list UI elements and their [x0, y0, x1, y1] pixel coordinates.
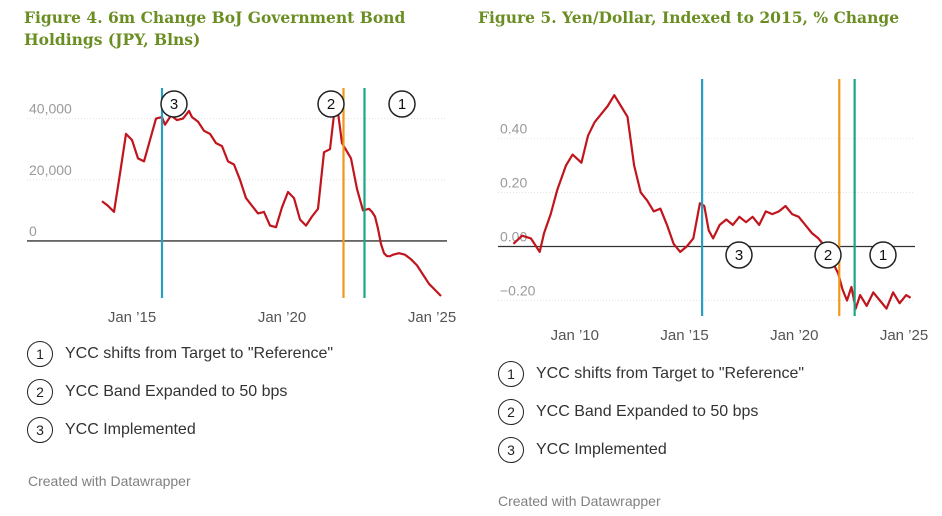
datawrapper-credit[interactable]: Created with Datawrapper — [28, 473, 191, 489]
annotation-circle — [160, 90, 188, 118]
x-tick-label: Jan ’10 — [551, 327, 599, 344]
figure-4-chart: 0 20,000 40,000 Jan ’15 Jan ’20 Jan ’25 3 2 1 — [27, 88, 456, 326]
y-tick-label: 40,000 — [29, 101, 72, 117]
series-line — [512, 94, 912, 310]
legend-item-1: 1 YCC shifts from Target to "Reference" — [27, 340, 333, 368]
legend-marker-2: 2 — [27, 379, 53, 405]
legend-item-3: 3 YCC Implemented — [27, 416, 333, 444]
figure-5-chart: −0.20 0.00 0.20 0.40 Jan ’10 Jan ’15 Jan ’20 Ja… — [498, 79, 928, 344]
x-tick-label: Jan ’20 — [258, 309, 306, 326]
figure-5-legend: 1 YCC shifts from Target to "Reference" … — [498, 360, 804, 474]
x-tick-label: Jan ’25 — [408, 309, 456, 326]
figure-4-panel: Figure 4. 6m Change BoJ Government Bond … — [0, 0, 462, 516]
legend-item-2: 2 YCC Band Expanded to 50 bps — [498, 398, 804, 426]
annotation-circle — [317, 90, 345, 118]
legend-label-1: YCC shifts from Target to "Reference" — [65, 345, 334, 362]
legend-label-1: YCC shifts from Target to "Reference" — [536, 365, 805, 382]
annotation-number: 1 — [398, 96, 406, 113]
annotation-number: 1 — [879, 247, 887, 264]
figure-5-panel: Figure 5. Yen/Dollar, Indexed to 2015, %… — [470, 0, 942, 516]
legend-item-2: 2 YCC Band Expanded to 50 bps — [27, 378, 333, 406]
y-tick-label: 0 — [29, 223, 37, 239]
y-tick-label: 0.00 — [500, 228, 527, 244]
x-tick-label: Jan ’25 — [880, 327, 928, 344]
annotation-circle — [814, 241, 842, 269]
y-tick-label: 0.20 — [500, 174, 527, 190]
series-line — [101, 96, 442, 297]
x-tick-label: Jan ’20 — [770, 327, 818, 344]
annotation-number: 3 — [735, 247, 743, 264]
x-tick-label: Jan ’15 — [660, 327, 708, 344]
legend-marker-1: 1 — [498, 361, 524, 387]
datawrapper-credit[interactable]: Created with Datawrapper — [498, 493, 661, 509]
legend-label-2: YCC Band Expanded to 50 bps — [536, 403, 759, 420]
legend-marker-3: 3 — [27, 417, 53, 443]
y-tick-label: 20,000 — [29, 162, 72, 178]
figure-4-title: Figure 4. 6m Change BoJ Government Bond … — [24, 8, 406, 49]
legend-marker-3: 3 — [498, 437, 524, 463]
legend-marker-2: 2 — [498, 399, 524, 425]
legend-marker-1: 1 — [27, 341, 53, 367]
legend-item-3: 3 YCC Implemented — [498, 436, 804, 464]
annotation-number: 3 — [170, 96, 178, 113]
annotation-number: 2 — [824, 247, 832, 264]
annotation-circle — [388, 90, 416, 118]
annotation-circle — [869, 241, 897, 269]
annotation-circle — [725, 241, 753, 269]
y-tick-label: 0.40 — [500, 120, 527, 136]
x-tick-label: Jan ’15 — [108, 309, 156, 326]
figure-5-title: Figure 5. Yen/Dollar, Indexed to 2015, %… — [478, 8, 900, 27]
annotation-number: 2 — [327, 96, 335, 113]
legend-label-2: YCC Band Expanded to 50 bps — [65, 383, 288, 400]
legend-label-3: YCC Implemented — [536, 441, 667, 458]
figure-4-legend: 1 YCC shifts from Target to "Reference" … — [27, 340, 333, 454]
legend-label-3: YCC Implemented — [65, 421, 196, 438]
legend-item-1: 1 YCC shifts from Target to "Reference" — [498, 360, 804, 388]
y-tick-label: −0.20 — [500, 282, 536, 298]
